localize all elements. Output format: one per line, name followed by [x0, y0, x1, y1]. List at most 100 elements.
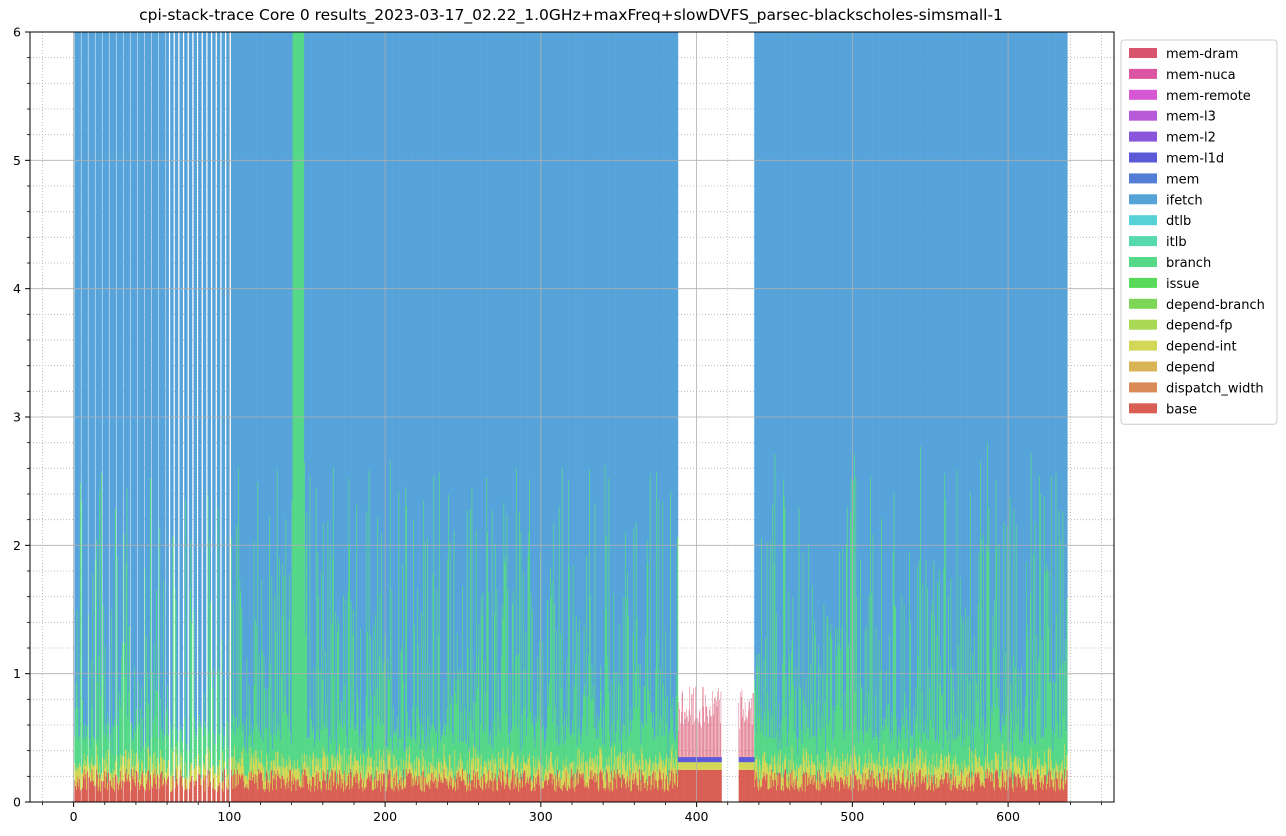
area-base	[741, 769, 743, 802]
area-base	[614, 779, 616, 802]
area-base	[104, 788, 106, 802]
area-depend-int	[833, 762, 835, 782]
area-base	[406, 768, 408, 802]
area-base	[927, 789, 929, 802]
area-depend-int	[292, 766, 294, 775]
area-depend-int	[923, 763, 926, 783]
area-ifetch	[920, 32, 922, 447]
area-branch	[765, 737, 767, 764]
area-branch	[828, 720, 831, 760]
area-base	[910, 783, 912, 802]
area-base	[630, 791, 632, 802]
area-ifetch	[262, 32, 264, 743]
area-depend-int	[254, 764, 256, 784]
area-ifetch	[332, 32, 334, 559]
area-branch	[315, 487, 317, 759]
area-ifetch	[585, 32, 587, 697]
area-depend-int	[865, 768, 867, 790]
area-depend-int	[610, 746, 613, 771]
area-depend-int	[278, 767, 280, 775]
area-depend-int	[540, 767, 542, 779]
area-branch	[126, 488, 128, 774]
area-branch	[363, 722, 365, 755]
area-branch	[804, 702, 806, 760]
area-branch	[346, 734, 348, 762]
area-depend-int	[821, 762, 823, 784]
area-depend-int	[910, 762, 912, 784]
area-depend-int	[272, 759, 275, 779]
area-branch	[1000, 732, 1002, 772]
area-branch	[357, 699, 359, 761]
area-depend-int	[843, 761, 845, 785]
area-mem-l1d	[740, 757, 743, 763]
area-ifetch	[417, 32, 419, 646]
area-base	[355, 782, 357, 802]
area-branch	[1006, 526, 1008, 752]
area-base	[315, 774, 317, 802]
area-ifetch	[767, 32, 769, 694]
area-depend-int	[487, 758, 489, 770]
area-depend-int	[237, 762, 240, 785]
area-ifetch	[954, 32, 956, 741]
area-depend-int	[997, 754, 1000, 780]
area-branch	[411, 736, 413, 763]
area-depend-int	[522, 779, 524, 788]
area-ifetch	[627, 32, 629, 572]
area-base	[346, 786, 348, 802]
area-branch	[458, 671, 460, 761]
area-depend-int	[338, 763, 340, 786]
area-branch	[391, 589, 393, 770]
area-ifetch	[233, 32, 235, 602]
area-base	[712, 769, 714, 802]
area-mem-l1d	[704, 757, 706, 763]
area-base	[429, 789, 431, 802]
area-ifetch	[883, 32, 885, 718]
area-ifetch	[657, 32, 659, 737]
area-base	[367, 772, 370, 802]
area-depend-int	[1029, 776, 1031, 784]
area-branch	[559, 744, 561, 770]
area-branch	[960, 713, 962, 773]
area-base	[499, 768, 501, 802]
area-base	[711, 769, 713, 802]
area-branch	[583, 625, 585, 771]
area-depend-int	[135, 752, 137, 771]
area-branch	[582, 716, 584, 763]
area-base	[406, 775, 408, 802]
area-base	[804, 773, 806, 802]
area-base	[820, 775, 822, 802]
area-branch	[110, 734, 112, 773]
area-depend-int	[268, 770, 270, 783]
area-ifetch	[877, 32, 879, 738]
area-ifetch	[396, 32, 398, 729]
area-mem-l1d	[689, 757, 691, 763]
area-ifetch	[879, 32, 881, 741]
area-depend-int	[803, 748, 805, 772]
area-base	[665, 779, 667, 802]
area-base	[424, 776, 426, 802]
area-depend-int	[600, 749, 602, 773]
area-ifetch	[466, 32, 468, 744]
area-base	[719, 769, 722, 802]
area-branch	[1043, 496, 1045, 751]
area-base	[807, 785, 809, 802]
area-base	[613, 777, 615, 802]
area-depend-int	[515, 768, 518, 788]
area-branch	[990, 705, 993, 761]
area-ifetch	[817, 32, 819, 702]
area-branch	[653, 740, 655, 770]
area-depend-int	[188, 776, 190, 790]
area-base	[361, 787, 363, 802]
area-base	[570, 777, 572, 802]
area-ifetch	[1018, 32, 1021, 741]
area-ifetch	[1057, 32, 1060, 739]
area-branch	[789, 658, 791, 774]
area-ifetch	[244, 32, 247, 750]
area-depend-int	[227, 773, 229, 790]
area-ifetch	[340, 32, 342, 702]
area-ifetch	[232, 32, 234, 715]
area-ifetch	[208, 32, 210, 733]
area-ifetch	[797, 32, 799, 755]
area-ifetch	[804, 32, 806, 703]
area-depend-int	[548, 770, 550, 780]
